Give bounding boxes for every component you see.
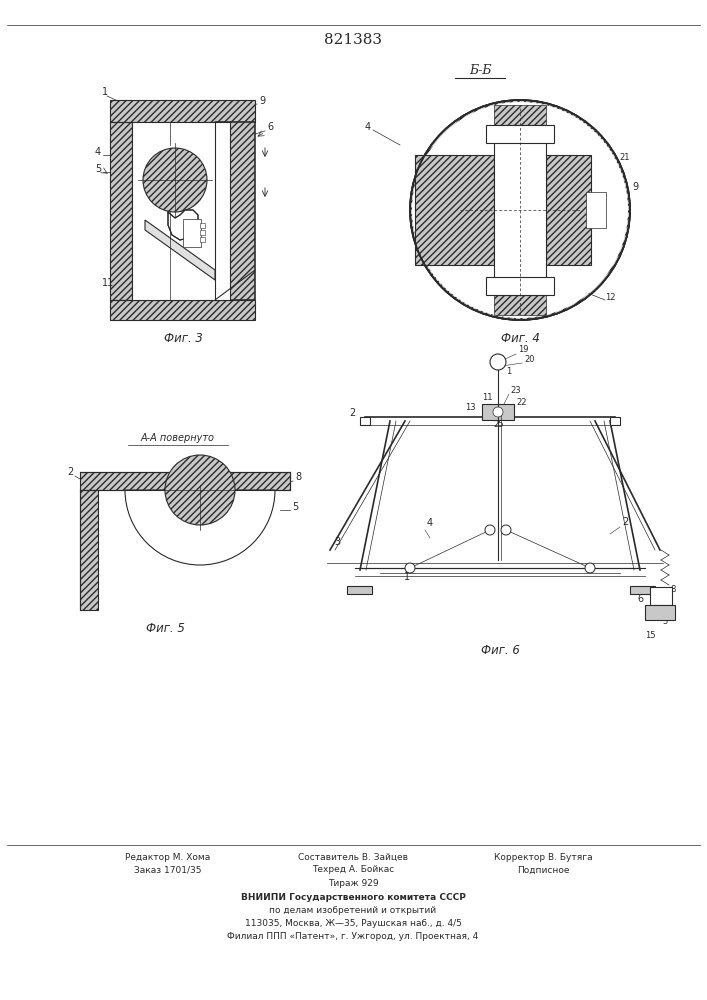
Text: 23: 23 — [510, 386, 520, 395]
Bar — [200, 237, 205, 242]
Bar — [482, 404, 514, 420]
Bar — [110, 100, 255, 122]
Bar — [110, 300, 255, 320]
Bar — [586, 192, 606, 228]
Bar — [486, 277, 554, 295]
Bar — [347, 586, 372, 594]
Text: 2: 2 — [349, 408, 355, 418]
Circle shape — [585, 563, 595, 573]
Text: Редактор М. Хома: Редактор М. Хома — [125, 852, 211, 861]
Text: 9: 9 — [632, 182, 638, 192]
Circle shape — [165, 455, 235, 525]
Polygon shape — [145, 220, 215, 280]
Circle shape — [493, 407, 503, 417]
Bar — [494, 125, 546, 295]
Text: Техред А. Бойкас: Техред А. Бойкас — [312, 865, 394, 874]
Circle shape — [485, 525, 495, 535]
Text: 1: 1 — [102, 87, 108, 97]
Text: 25: 25 — [493, 420, 503, 429]
Bar — [110, 122, 132, 300]
Text: 2: 2 — [67, 467, 73, 477]
Text: 821383: 821383 — [324, 33, 382, 47]
Circle shape — [405, 563, 415, 573]
Text: Подписное: Подписное — [517, 865, 569, 874]
Circle shape — [412, 102, 628, 318]
Text: А-А повернуто: А-А повернуто — [141, 433, 215, 443]
Text: 13: 13 — [465, 403, 476, 412]
Bar — [80, 490, 98, 610]
Text: 20: 20 — [524, 355, 534, 364]
Text: 5: 5 — [662, 617, 667, 626]
Text: 4: 4 — [427, 518, 433, 528]
Text: Б-Б: Б-Б — [469, 64, 491, 77]
Text: 4: 4 — [365, 122, 371, 132]
Text: Заказ 1701/35: Заказ 1701/35 — [134, 865, 201, 874]
Text: 3: 3 — [334, 537, 340, 547]
Text: по делам изобретений и открытий: по делам изобретений и открытий — [269, 906, 436, 915]
Text: Фиг. 4: Фиг. 4 — [501, 332, 539, 344]
Text: ВНИИПИ Государственного комитета СССР: ВНИИПИ Государственного комитета СССР — [240, 893, 465, 902]
Text: 21: 21 — [180, 150, 190, 159]
Text: 22: 22 — [516, 398, 527, 407]
Bar — [200, 223, 205, 228]
Text: Филиал ППП «Патент», г. Ужгород, ул. Проектная, 4: Филиал ППП «Патент», г. Ужгород, ул. Про… — [228, 932, 479, 941]
Text: 2: 2 — [622, 517, 628, 527]
Text: 19: 19 — [518, 345, 529, 354]
Polygon shape — [215, 122, 255, 300]
Text: 8: 8 — [295, 472, 301, 482]
Bar — [132, 122, 230, 300]
Text: 21: 21 — [620, 153, 630, 162]
Text: Тираж 929: Тираж 929 — [327, 879, 378, 888]
Polygon shape — [168, 210, 198, 240]
Text: 12: 12 — [604, 293, 615, 302]
Bar — [80, 472, 290, 490]
Text: 28: 28 — [220, 203, 230, 212]
Text: 5: 5 — [292, 502, 298, 512]
Text: 13: 13 — [160, 245, 170, 254]
Bar — [546, 155, 591, 265]
Text: Фиг. 3: Фиг. 3 — [163, 332, 202, 344]
Bar — [486, 125, 554, 143]
Bar — [360, 417, 370, 425]
Text: 1: 1 — [506, 367, 511, 376]
Text: 15: 15 — [645, 631, 655, 640]
Bar — [494, 295, 546, 315]
Circle shape — [143, 148, 207, 212]
Text: Фиг. 5: Фиг. 5 — [146, 621, 185, 635]
Text: 11: 11 — [482, 393, 493, 402]
Text: 1: 1 — [404, 572, 410, 582]
Text: 11: 11 — [102, 278, 114, 288]
Text: Корректор В. Бутяга: Корректор В. Бутяга — [493, 852, 592, 861]
Circle shape — [490, 354, 506, 370]
Bar — [645, 605, 675, 620]
Text: 8: 8 — [670, 585, 676, 594]
Bar — [494, 105, 546, 125]
Circle shape — [410, 100, 630, 320]
Text: Фиг. 6: Фиг. 6 — [481, 644, 520, 656]
Text: 6: 6 — [267, 122, 273, 132]
Bar — [630, 586, 655, 594]
Text: 5: 5 — [95, 164, 101, 174]
Text: 113035, Москва, Ж—35, Раушская наб., д. 4/5: 113035, Москва, Ж—35, Раушская наб., д. … — [245, 919, 462, 928]
Bar — [650, 587, 672, 605]
Text: 6: 6 — [637, 594, 643, 604]
Bar — [200, 230, 205, 235]
Text: Составитель В. Зайцев: Составитель В. Зайцев — [298, 852, 408, 861]
Text: 4: 4 — [95, 147, 101, 157]
Bar — [610, 417, 620, 425]
Bar — [183, 219, 201, 247]
Wedge shape — [125, 490, 275, 565]
Bar — [415, 155, 494, 265]
Circle shape — [501, 525, 511, 535]
Text: 9: 9 — [259, 96, 265, 106]
